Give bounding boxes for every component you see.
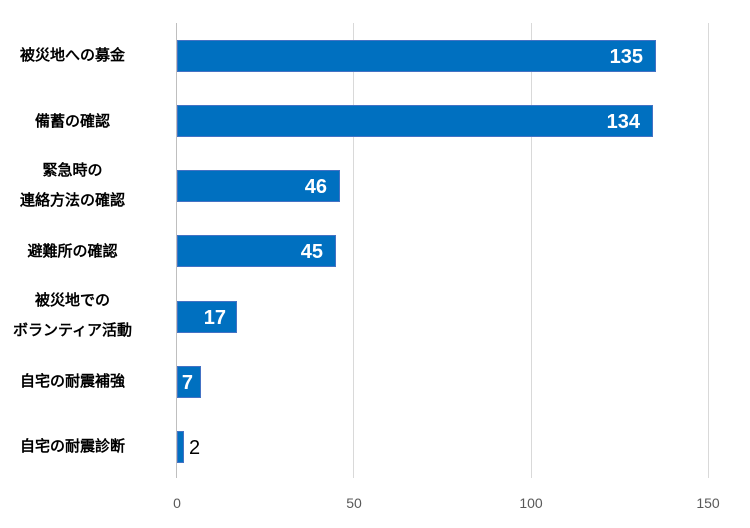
category-label: 自宅の耐震補強 bbox=[0, 366, 160, 396]
category-label-text: 被災地への募金 bbox=[19, 46, 125, 64]
gridline-50 bbox=[353, 23, 354, 478]
x-tick-label: 150 bbox=[696, 495, 720, 511]
bar-seismic-reinforcement: 7 bbox=[177, 366, 201, 398]
category-label-text: 備蓄の確認 bbox=[34, 112, 110, 130]
bar-seismic-diagnosis: 2 bbox=[177, 431, 200, 463]
category-label-text: 被災地での bbox=[34, 291, 110, 309]
bar-volunteer: 17 bbox=[177, 301, 237, 333]
bar-value-label: 135 bbox=[609, 46, 643, 68]
bar-emergency-contact-check: 46 bbox=[177, 170, 340, 202]
category-label-text: ボランティア活動 bbox=[12, 321, 133, 339]
x-tick-label: 100 bbox=[519, 495, 543, 511]
category-label-text: 自宅の耐震補強 bbox=[19, 372, 125, 390]
bar-value-label: 46 bbox=[304, 176, 327, 198]
gridline-150 bbox=[708, 23, 709, 478]
category-label-text: 自宅の耐震診断 bbox=[19, 437, 125, 455]
bar-value-label: 17 bbox=[203, 307, 226, 329]
axis-line-0 bbox=[176, 23, 177, 478]
category-label-text: 緊急時の bbox=[42, 161, 103, 179]
category-label: 自宅の耐震診断 bbox=[0, 431, 160, 461]
category-label-text: 連絡方法の確認 bbox=[19, 191, 125, 209]
bar-value-label: 45 bbox=[300, 241, 323, 263]
x-tick-label: 50 bbox=[346, 495, 362, 511]
x-tick-label: 0 bbox=[173, 495, 181, 511]
bar-stockpile-check: 134 bbox=[177, 105, 653, 137]
bar-value-label: 134 bbox=[606, 111, 640, 133]
gridline-100 bbox=[531, 23, 532, 478]
category-label: 被災地への募金 bbox=[0, 40, 160, 70]
category-label: 避難所の確認 bbox=[0, 236, 160, 266]
category-label: 緊急時の 連絡方法の確認 bbox=[0, 155, 160, 215]
category-label: 被災地での ボランティア活動 bbox=[0, 285, 160, 345]
bar-value-label: 2 bbox=[189, 437, 201, 459]
category-label: 備蓄の確認 bbox=[0, 106, 160, 136]
bar-value-label: 7 bbox=[181, 372, 193, 394]
category-label-text: 避難所の確認 bbox=[27, 242, 118, 260]
bar-shelter-check: 45 bbox=[177, 235, 336, 267]
bar-donation: 135 bbox=[177, 40, 656, 72]
